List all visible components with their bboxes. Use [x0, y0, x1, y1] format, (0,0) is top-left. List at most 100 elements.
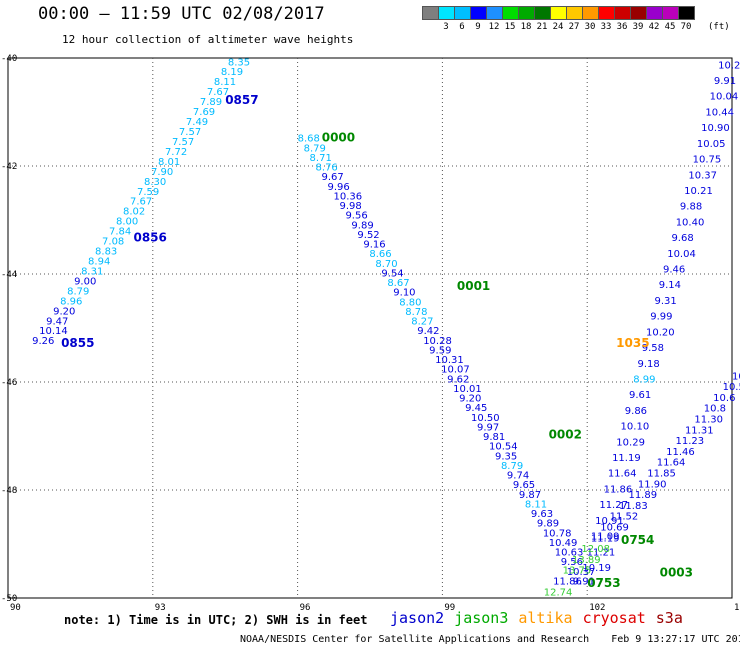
swh-label: 10.2	[718, 60, 740, 71]
swh-label: 9.98	[339, 201, 361, 212]
swh-label: 10.8	[704, 404, 726, 415]
colorbar-label: 36	[616, 22, 628, 32]
swh-label: 9.87	[519, 490, 541, 501]
swh-label: 10.10	[621, 422, 650, 433]
swh-label: 9.61	[629, 390, 651, 401]
swh-label: 10.31	[435, 355, 464, 366]
swh-label: 9.89	[351, 220, 373, 231]
swh-label: 11.64	[657, 458, 686, 469]
swh-label: 7.67	[207, 87, 229, 98]
colorbar-label: 42	[648, 22, 660, 32]
colorbar-label: 15	[504, 22, 516, 32]
swh-label: 9.56	[561, 557, 583, 568]
colorbar-label: 18	[520, 22, 532, 32]
swh-label: 10.20	[646, 327, 675, 338]
time-label: 0753	[587, 576, 620, 590]
swh-label: 9.26	[32, 336, 54, 347]
swh-label: 10.01	[453, 384, 482, 395]
footer-timestamp: Feb 9 13:27:17 UTC 2017	[611, 634, 740, 645]
swh-label: 9.45	[465, 403, 487, 414]
swh-label: 10.44	[705, 107, 734, 118]
swh-label: 8.01	[158, 157, 180, 168]
swh-label: 9.63	[531, 509, 553, 520]
swh-label: 11.21	[587, 547, 616, 558]
swh-label: 9.62	[447, 374, 469, 385]
footer-center: NOAA/NESDIS Center for Satellite Applica…	[240, 634, 590, 645]
swh-label: 8.83	[95, 247, 117, 258]
swh-label: 8.96	[60, 296, 82, 307]
swh-label: 10.05	[697, 139, 726, 150]
swh-label: 11.89	[628, 490, 657, 501]
swh-label: 9.68	[671, 233, 693, 244]
swh-label: 8.19	[221, 67, 243, 78]
swh-label: 7.72	[165, 147, 187, 158]
swh-label: 9.00	[74, 276, 96, 287]
colorbar-label: 33	[600, 22, 612, 32]
satellite-legend: jason2 jason3 altika cryosat s3a	[390, 609, 693, 627]
swh-label: 10.50	[471, 413, 500, 424]
colorbar-label: 21	[536, 22, 548, 32]
swh-label: 11.52	[610, 512, 639, 523]
swh-label: 11.23	[676, 436, 705, 447]
swh-label: 10.04	[667, 249, 696, 260]
x-tick-label: 96	[300, 603, 311, 613]
swh-label: 9.10	[393, 288, 415, 299]
swh-label: 9.59	[429, 345, 451, 356]
y-tick-label: -44	[1, 270, 17, 280]
swh-label: 11.86	[604, 484, 633, 495]
x-tick-label: 105	[734, 603, 740, 613]
swh-label: 7.67	[130, 197, 152, 208]
swh-label: 8.30	[144, 177, 166, 188]
swh-label: 11.46	[666, 447, 695, 458]
colorbar-label: 6	[459, 22, 465, 32]
swh-label: 7.08	[102, 237, 124, 248]
x-tick-label: 93	[155, 603, 166, 613]
swh-label: 11.27	[599, 500, 628, 511]
swh-label: 8.00	[116, 217, 138, 228]
swh-label: 9.18	[638, 359, 660, 370]
swh-label: 9.86	[625, 406, 647, 417]
swh-label: 9.47	[46, 316, 68, 327]
swh-label: 9.52	[357, 230, 379, 241]
swh-label: 8.27	[411, 317, 433, 328]
y-tick-label: -48	[1, 486, 17, 496]
swh-label: 10.07	[441, 365, 470, 376]
x-tick-label: 99	[444, 603, 455, 613]
swh-label: 12.08	[581, 544, 610, 555]
time-label: 0857	[225, 93, 258, 107]
x-tick-label: 102	[589, 603, 605, 613]
colorbar-labels: 3 6 9 12 15 18 21 24 27 30 33 36 39 42 45 70 (ft)	[422, 22, 740, 34]
swh-label: 10.37	[688, 170, 717, 181]
swh-label: 8.76	[316, 163, 338, 174]
swh-label: 9.88	[680, 202, 702, 213]
swh-label: 7.57	[179, 127, 201, 138]
swh-label: 12.74	[544, 587, 573, 598]
swh-label: 8.78	[405, 307, 427, 318]
swh-label: 9.91	[573, 577, 595, 588]
swh-label: 8.99	[633, 374, 655, 385]
legend-cryosat: cryosat	[582, 609, 646, 627]
legend-s3a: s3a	[655, 609, 683, 627]
swh-label: 9.81	[483, 432, 505, 443]
swh-label: 8.11	[525, 499, 547, 510]
colorbar-label: 45	[664, 22, 676, 32]
swh-label: 9.54	[381, 268, 403, 279]
swh-label: 9.96	[328, 182, 350, 193]
swh-label: 9.20	[459, 394, 481, 405]
swh-label: 8.31	[81, 266, 103, 277]
swh-label: 8.94	[88, 257, 110, 268]
time-label: 0754	[621, 533, 654, 547]
swh-label: 8.66	[369, 249, 391, 260]
legend-jason2: jason2	[390, 609, 445, 627]
colorbar-label: 9	[475, 22, 481, 32]
swh-label: 7.84	[109, 227, 131, 238]
swh-label: 8.79	[501, 461, 523, 472]
swh-label: 11.30	[694, 415, 723, 426]
plot-frame	[7, 57, 733, 599]
swh-label: 9.97	[477, 422, 499, 433]
swh-label: 10.37	[567, 567, 596, 578]
swh-label: 9.35	[495, 451, 517, 462]
swh-label: 10.63	[555, 548, 584, 559]
colorbar-label: 70	[680, 22, 692, 32]
